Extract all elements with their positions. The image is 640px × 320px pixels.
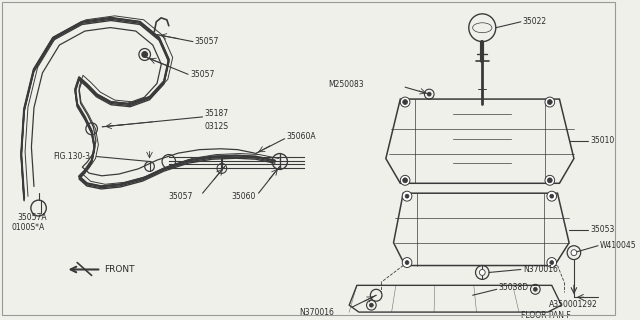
Circle shape (550, 194, 554, 198)
Circle shape (547, 100, 552, 105)
Circle shape (142, 52, 148, 58)
Text: N370016: N370016 (299, 308, 334, 316)
Text: FRONT: FRONT (104, 265, 134, 274)
Circle shape (400, 175, 410, 185)
Text: 35038D: 35038D (499, 283, 529, 292)
Circle shape (547, 258, 557, 268)
Text: 35057: 35057 (169, 192, 193, 201)
Circle shape (369, 303, 373, 307)
Circle shape (402, 191, 412, 201)
Text: 35057A: 35057A (17, 213, 47, 222)
Text: 0100S*A: 0100S*A (12, 223, 45, 232)
Circle shape (403, 178, 408, 183)
Text: 35057: 35057 (195, 37, 220, 46)
Circle shape (402, 258, 412, 268)
Text: W410045: W410045 (600, 241, 637, 250)
Text: 35060A: 35060A (287, 132, 316, 141)
Circle shape (405, 194, 409, 198)
Text: 35057: 35057 (190, 70, 214, 79)
Circle shape (405, 260, 409, 265)
Circle shape (547, 191, 557, 201)
Text: 35053: 35053 (590, 225, 614, 234)
Text: FLOOR PAN F: FLOOR PAN F (521, 310, 571, 320)
Circle shape (545, 97, 555, 107)
Text: M250083: M250083 (328, 80, 364, 89)
Circle shape (400, 97, 410, 107)
Circle shape (479, 269, 485, 276)
Text: 35010: 35010 (590, 136, 614, 145)
Circle shape (571, 250, 577, 256)
Circle shape (428, 92, 431, 96)
Text: A350001292: A350001292 (549, 300, 598, 309)
Circle shape (403, 100, 408, 105)
Circle shape (533, 287, 537, 291)
Text: 0312S: 0312S (205, 122, 228, 131)
Text: N370016: N370016 (523, 265, 557, 274)
Circle shape (547, 178, 552, 183)
Text: 35187: 35187 (205, 109, 228, 118)
Text: 35060: 35060 (232, 192, 256, 201)
Circle shape (550, 260, 554, 265)
Circle shape (545, 175, 555, 185)
Text: 35022: 35022 (523, 17, 547, 26)
Text: FIG.130-3: FIG.130-3 (53, 152, 90, 161)
